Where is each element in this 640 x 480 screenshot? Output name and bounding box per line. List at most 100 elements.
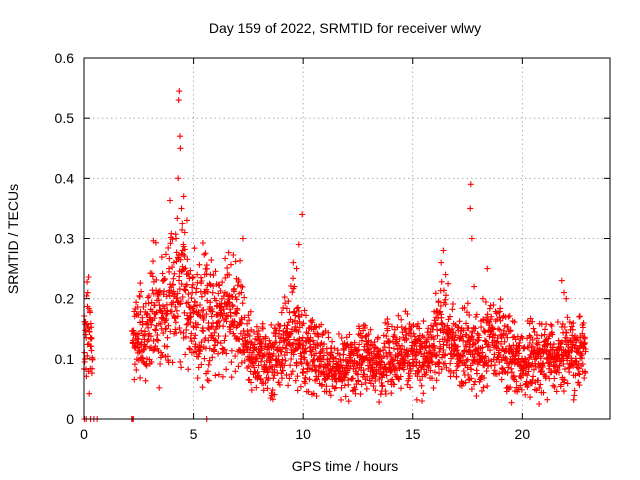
data-point (226, 271, 233, 278)
data-point (158, 254, 165, 261)
data-point (362, 322, 369, 329)
data-point (198, 339, 205, 346)
data-point (83, 292, 90, 299)
data-point (223, 318, 230, 325)
data-point (259, 325, 266, 332)
data-point (133, 299, 140, 306)
data-point (198, 274, 204, 281)
data-point (553, 388, 560, 395)
data-point (455, 324, 462, 331)
data-point (134, 304, 141, 311)
data-point (87, 309, 93, 316)
data-point (185, 366, 192, 373)
data-point (294, 345, 301, 352)
data-point (526, 340, 533, 346)
data-point (336, 352, 343, 358)
data-point (581, 341, 588, 348)
data-point (466, 312, 473, 319)
data-point (508, 399, 515, 406)
data-point (165, 244, 172, 251)
data-point (463, 357, 470, 364)
data-point (146, 293, 152, 299)
data-point (486, 305, 493, 312)
data-point (561, 376, 568, 383)
data-point (345, 381, 352, 388)
data-point (551, 361, 558, 368)
data-point (433, 377, 440, 384)
data-point (201, 314, 207, 321)
data-point (433, 352, 440, 359)
data-point (89, 356, 96, 363)
data-point (188, 295, 195, 302)
data-point (192, 341, 199, 348)
data-point (195, 364, 202, 371)
data-point (193, 285, 200, 292)
data-point (438, 259, 445, 266)
data-point (381, 344, 388, 351)
data-point (138, 327, 145, 334)
data-point (579, 361, 586, 368)
data-point (333, 378, 340, 385)
data-point (391, 381, 398, 388)
data-point (493, 339, 500, 346)
data-point (338, 384, 345, 391)
data-point (295, 241, 302, 248)
data-point (397, 373, 404, 380)
data-point (81, 356, 88, 363)
data-point (413, 396, 420, 403)
data-point (305, 388, 312, 395)
data-point (198, 278, 205, 284)
data-point (84, 289, 91, 296)
data-point (300, 320, 307, 327)
data-point (335, 331, 342, 337)
data-point (346, 331, 353, 338)
data-point (202, 290, 209, 297)
data-point (365, 347, 372, 353)
data-point (534, 335, 541, 342)
data-point (229, 303, 236, 310)
data-point (502, 355, 509, 362)
data-point (146, 345, 153, 352)
data-point (258, 358, 264, 365)
data-point (504, 334, 511, 341)
data-point (185, 291, 192, 298)
data-point (536, 364, 542, 371)
data-point (562, 366, 568, 373)
data-point (424, 336, 431, 343)
x-axis-label: GPS time / hours (292, 458, 399, 474)
data-point (464, 364, 471, 371)
data-point (529, 343, 536, 350)
data-point (436, 370, 442, 377)
data-point (169, 236, 176, 243)
x-tick-label: 10 (295, 426, 311, 442)
data-point (270, 375, 277, 382)
data-point (375, 348, 382, 355)
data-point (167, 240, 174, 247)
data-point (86, 328, 93, 335)
data-point (550, 341, 557, 348)
data-point (305, 330, 312, 337)
data-point (450, 301, 456, 307)
data-point (514, 346, 521, 352)
data-point (269, 387, 276, 394)
data-point (388, 390, 395, 397)
data-point (219, 279, 226, 286)
data-point (310, 390, 317, 397)
data-point (169, 359, 176, 366)
data-point (406, 373, 413, 380)
data-point (195, 353, 202, 360)
y-tick-label: 0.3 (55, 231, 75, 247)
data-point (506, 313, 513, 319)
data-point (442, 351, 449, 358)
data-point (182, 351, 189, 358)
data-point (276, 339, 283, 346)
data-point (375, 334, 381, 341)
data-point (237, 257, 244, 264)
data-point (582, 346, 589, 352)
data-point (420, 390, 427, 397)
data-point (289, 368, 296, 375)
data-point (436, 359, 443, 366)
data-point (196, 312, 203, 319)
data-point (518, 374, 524, 381)
data-point (262, 333, 269, 340)
